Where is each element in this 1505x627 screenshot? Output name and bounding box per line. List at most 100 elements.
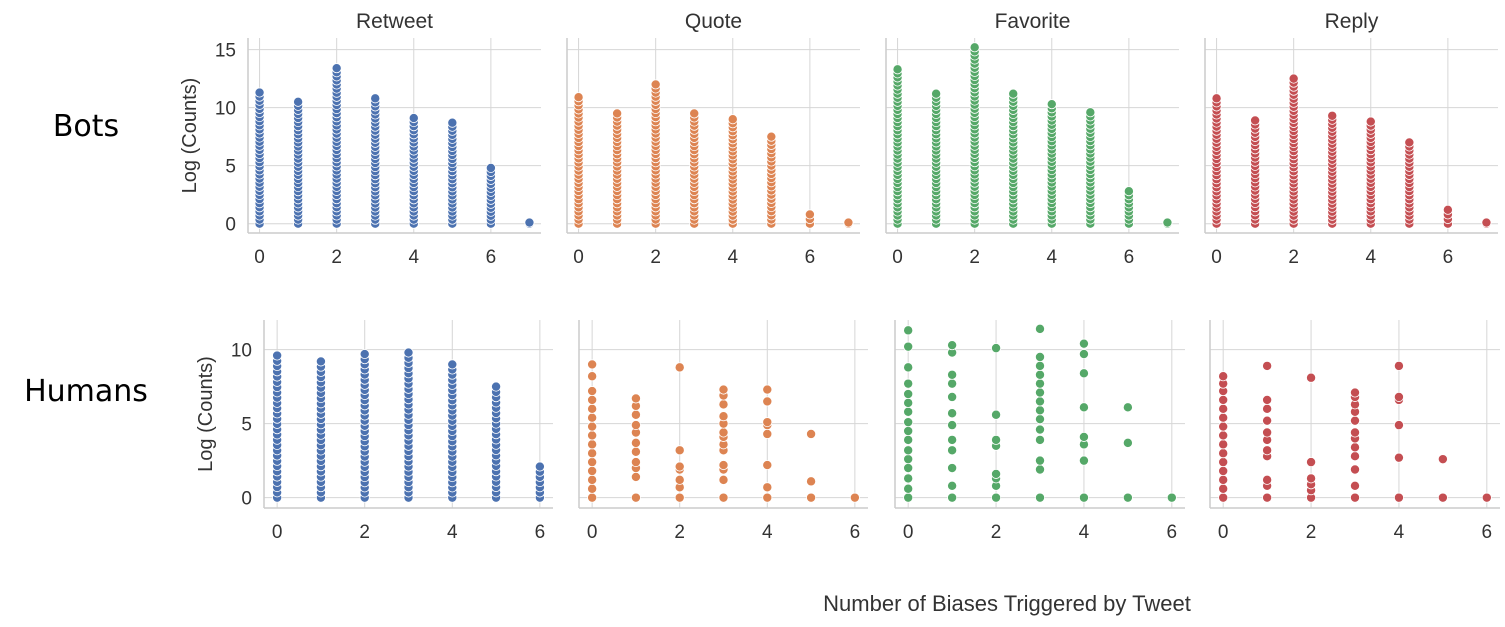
data-point: x=0, y=0	[587, 492, 598, 503]
x-tick-label: 2	[331, 247, 342, 268]
data-point: x=1, y=11.2	[931, 88, 942, 99]
data-point: x=3, y=11.4	[1035, 323, 1046, 334]
data-point: x=4, y=0	[762, 492, 773, 503]
x-tick-label: 4	[408, 247, 419, 268]
data-point: x=3, y=0	[1035, 492, 1046, 503]
x-tick-label: 6	[850, 522, 861, 543]
data-point: x=3, y=10.8	[370, 93, 381, 104]
data-point: x=4, y=4.1	[1078, 431, 1089, 442]
data-point: x=1, y=9.5	[612, 108, 623, 119]
data-point: x=3, y=0	[718, 492, 729, 503]
data-point: x=6, y=4.8	[485, 162, 496, 173]
x-tick-label: 6	[1167, 522, 1178, 543]
data-point: x=0, y=6.4	[903, 397, 914, 408]
data-point: x=1, y=5.7	[947, 408, 958, 419]
data-point: x=0, y=0	[1218, 492, 1229, 503]
data-point: x=1, y=8.9	[1262, 360, 1273, 371]
data-point: x=7, y=0.1	[1162, 217, 1173, 228]
data-point: x=0, y=4.8	[587, 421, 598, 432]
x-tick-label: 0	[892, 247, 903, 268]
data-point: x=7, y=0.1	[524, 217, 535, 228]
data-point: x=0, y=8.2	[1218, 371, 1229, 382]
data-point: x=6, y=0	[1481, 492, 1492, 503]
data-point: x=0, y=2.4	[1218, 457, 1229, 468]
panel-bots-quote: 0 2 4 6Quotex=0, y=0x=0, y=0.4x=0, y=0.7x=0…	[566, 10, 860, 268]
y-tick-label: 5	[225, 157, 236, 178]
x-tick-label: 0	[272, 522, 283, 543]
data-point: x=5, y=1.1	[806, 476, 817, 487]
data-point: x=4, y=2.2	[762, 460, 773, 471]
data-point: x=0, y=0.6	[1218, 483, 1229, 494]
data-point: x=0, y=2.6	[903, 454, 914, 465]
data-point: x=0, y=4.8	[1218, 421, 1229, 432]
data-point: x=2, y=2.1	[674, 461, 685, 472]
data-point: x=3, y=1.9	[1350, 464, 1361, 475]
y-tick-label: 15	[215, 41, 236, 62]
y-tick-label: 5	[241, 415, 252, 436]
data-point: x=1, y=0.8	[947, 480, 958, 491]
data-point: x=4, y=10.3	[1046, 99, 1057, 110]
data-point: x=4, y=5.1	[762, 417, 773, 428]
x-tick-label: 4	[447, 522, 458, 543]
data-point: x=1, y=0	[947, 492, 958, 503]
data-point: x=0, y=2.4	[587, 457, 598, 468]
panel-title: Quote	[685, 10, 742, 33]
panel-humans-favorite: 0 2 4 6x=0, y=0x=0, y=0.6x=0, y=1.3x=0, y=2…	[894, 320, 1185, 543]
data-point: x=2, y=3.2	[674, 445, 685, 456]
data-point: x=2, y=15.2	[969, 42, 980, 53]
data-point: x=0, y=3.6	[1218, 439, 1229, 450]
x-tick-label: 6	[1124, 247, 1135, 268]
data-point: x=2, y=0	[991, 492, 1002, 503]
data-point: x=4, y=9.1	[408, 113, 419, 124]
x-tick-label: 6	[486, 247, 497, 268]
x-tick-label: 0	[587, 522, 598, 543]
data-point: x=5, y=3.7	[1122, 437, 1133, 448]
data-point: x=4, y=6.5	[762, 396, 773, 407]
data-point: x=3, y=8.9	[1035, 360, 1046, 371]
data-point: x=4, y=4.9	[1393, 420, 1404, 431]
data-point: x=0, y=4.2	[1218, 430, 1229, 441]
data-point: x=4, y=9	[447, 359, 458, 370]
data-point: x=2, y=8.8	[674, 362, 685, 373]
data-point: x=2, y=3.9	[991, 434, 1002, 445]
data-point: x=5, y=0	[1437, 492, 1448, 503]
data-point: x=1, y=5.6	[630, 409, 641, 420]
x-tick-label: 4	[1365, 247, 1376, 268]
data-point: x=5, y=0	[1122, 492, 1133, 503]
y-tick-label: 0	[225, 215, 236, 236]
data-point: x=7, y=0.1	[1481, 217, 1492, 228]
data-point: x=0, y=6.6	[587, 394, 598, 405]
shared-x-axis-label: Number of Biases Triggered by Tweet	[823, 591, 1191, 616]
data-point: x=3, y=4.4	[1350, 427, 1361, 438]
data-point: x=1, y=3.2	[947, 445, 958, 456]
data-point: x=3, y=7.3	[718, 384, 729, 395]
data-point: x=1, y=1.4	[630, 471, 641, 482]
x-tick-label: 2	[991, 522, 1002, 543]
y-tick-label: 10	[215, 99, 236, 120]
data-point: x=2, y=5.6	[991, 409, 1002, 420]
data-point: x=4, y=9	[727, 114, 738, 125]
data-point: x=3, y=3.9	[1035, 434, 1046, 445]
data-point: x=0, y=5.8	[903, 406, 914, 417]
data-point: x=4, y=2.5	[1078, 455, 1089, 466]
data-point: x=3, y=5.2	[1350, 415, 1361, 426]
data-point: x=3, y=8.3	[1035, 369, 1046, 380]
data-point: x=2, y=9.7	[359, 349, 370, 360]
data-point: x=3, y=5.5	[718, 411, 729, 422]
data-point: x=3, y=9.5	[689, 108, 700, 119]
data-point: x=5, y=7.5	[491, 381, 502, 392]
x-tick-label: 0	[1218, 522, 1229, 543]
data-point: x=1, y=4.9	[630, 420, 641, 431]
data-point: x=0, y=1.2	[587, 474, 598, 485]
x-tick-label: 0	[1211, 247, 1222, 268]
data-point: x=2, y=12	[650, 79, 661, 90]
data-point: x=5, y=7.5	[766, 131, 777, 142]
x-tick-label: 0	[903, 522, 914, 543]
data-point: x=0, y=8.2	[587, 371, 598, 382]
data-point: x=0, y=7	[903, 389, 914, 400]
data-point: x=2, y=1.2	[674, 474, 685, 485]
data-point: x=0, y=5.1	[903, 417, 914, 428]
